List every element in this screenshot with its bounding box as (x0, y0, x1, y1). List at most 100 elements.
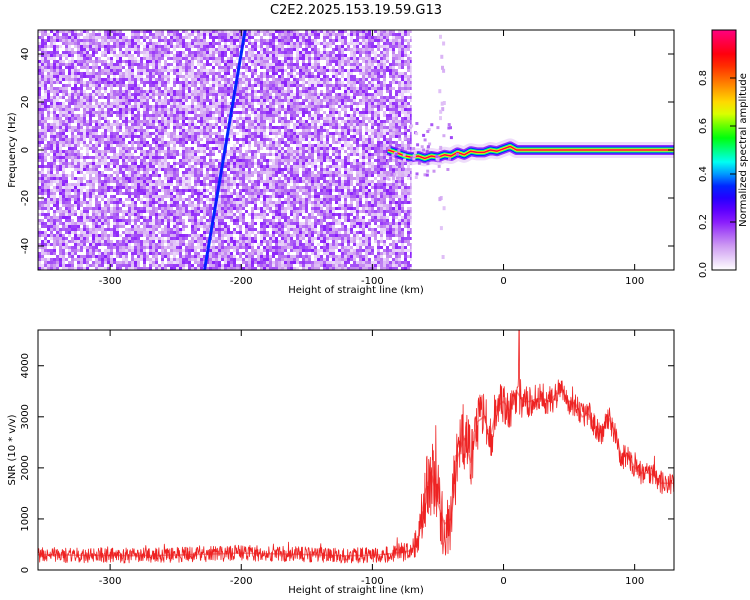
heatmap-cell-2332 (140, 201, 143, 204)
heatmap-cell-674 (65, 252, 68, 255)
heatmap-cell-1683 (113, 45, 116, 48)
heatmap-cell-2357 (143, 57, 146, 60)
heatmap-cell-4323 (227, 237, 230, 240)
heatmap-cell-2512 (149, 108, 152, 111)
heatmap-cell-539 (59, 255, 62, 258)
heatmap-cell-1252 (92, 165, 95, 168)
heatmap-cell-2591 (152, 138, 155, 141)
heatmap-cell-3241 (179, 267, 182, 270)
heatmap-cell-453 (56, 189, 59, 192)
heatmap-cell-3922 (212, 45, 215, 48)
heatmap-cell-3759 (203, 180, 206, 183)
heatmap-cell-3306 (182, 249, 185, 252)
heatmap-cell-1280 (92, 264, 95, 267)
heatmap-cell-3828 (206, 189, 209, 192)
heatmap-cell-2246 (137, 126, 140, 129)
heatmap-cell-588 (62, 189, 65, 192)
heatmap-cell-1536 (104, 228, 107, 231)
heatmap-cell-661 (65, 207, 68, 210)
heatmap-cell-1837 (119, 114, 122, 117)
heatmap-cell-3412 (188, 168, 191, 171)
heatmap-cell-3153 (176, 201, 179, 204)
heatmap-cell-1894 (122, 99, 125, 102)
heatmap-cell-2734 (158, 129, 161, 132)
heatmap-cell-1166 (89, 96, 92, 99)
heatmap-cell-2618 (152, 228, 155, 231)
heatmap-cell-924 (77, 186, 80, 189)
heatmap-cell-2519 (149, 135, 152, 138)
heatmap-cell-300 (50, 150, 53, 153)
heatmap-cell-255 (47, 222, 50, 225)
heatmap-cell-456 (56, 204, 59, 207)
heatmap-cell-2568 (152, 60, 155, 63)
heatmap-cell-3624 (197, 201, 200, 204)
heatmap-cell-959 (80, 66, 83, 69)
heatmap-cell-235 (47, 162, 50, 165)
heatmap-cell-4407 (233, 45, 236, 48)
heatmap-cell-4650 (242, 243, 245, 246)
heatmap-cell-3547 (194, 177, 197, 180)
heatmap-cell-883 (77, 48, 80, 51)
heatmap-cell-1127 (86, 195, 89, 198)
heatmap-cell-2498 (149, 57, 152, 60)
heatmap-cell-3770 (203, 216, 206, 219)
heatmap-cell-129 (41, 246, 44, 249)
heatmap-cell-1473 (101, 255, 104, 258)
heatmap-cell-1176 (89, 126, 92, 129)
heatmap-cell-60 (38, 261, 41, 264)
heatmap-cell-1636 (110, 105, 113, 108)
heatmap-cell-1745 (116, 54, 119, 57)
heatmap-cell-2936 (167, 141, 170, 144)
heatmap-cell-4770 (248, 198, 251, 201)
heatmap-cell-1356 (98, 57, 101, 60)
heatmap-cell-1346 (95, 258, 98, 261)
heatmap-cell-3404 (188, 138, 191, 141)
heatmap-cell-4258 (224, 231, 227, 234)
heatmap-cell-1912 (122, 159, 125, 162)
heatmap-cell-2397 (143, 192, 146, 195)
heatmap-cell-1699 (113, 102, 116, 105)
heatmap-cell-4463 (233, 261, 236, 264)
heatmap-cell-1521 (104, 177, 107, 180)
heatmap-cell-4327 (227, 249, 230, 252)
heatmap-cell-1015 (80, 267, 83, 270)
heatmap-cell-2301 (140, 93, 143, 96)
heatmap-cell-4575 (239, 207, 242, 210)
heatmap-cell-3249 (182, 57, 185, 60)
heatmap-cell-4284 (227, 87, 230, 90)
heatmap-cell-1964 (125, 111, 128, 114)
heatmap-cell-2074 (131, 30, 134, 33)
heatmap-cell-1403 (98, 219, 101, 222)
heatmap-cell-3935 (212, 87, 215, 90)
heatmap-cell-826 (74, 78, 77, 81)
heatmap-cell-3847 (206, 261, 209, 264)
heatmap-cell-354 (53, 99, 56, 102)
heatmap-cell-2482 (146, 240, 149, 243)
heatmap-cell-668 (65, 228, 68, 231)
heatmap-cell-2372 (143, 111, 146, 114)
heatmap-cell-3374 (188, 33, 191, 36)
heatmap-cell-4174 (221, 192, 224, 195)
heatmap-cell-4731 (248, 60, 251, 63)
heatmap-cell-3953 (212, 159, 215, 162)
heatmap-cell-192 (44, 234, 47, 237)
heatmap-cell-4761 (248, 168, 251, 171)
heatmap-cell-1528 (104, 201, 107, 204)
heatmap-cell-744 (68, 267, 71, 270)
heatmap-cell-3326 (185, 78, 188, 81)
heatmap-cell-4480 (236, 84, 239, 87)
heatmap-cell-4831 (251, 192, 254, 195)
heatmap-cell-532 (59, 234, 62, 237)
heatmap-cell-1661 (110, 201, 113, 204)
heatmap-cell-1490 (104, 69, 107, 72)
heatmap-cell-1437 (101, 114, 104, 117)
heatmap-cell-3898 (209, 207, 212, 210)
heatmap-cell-3965 (212, 201, 215, 204)
heatmap-cell-737 (68, 240, 71, 243)
heatmap-cell-1694 (113, 84, 116, 87)
heatmap-cell-713 (68, 150, 71, 153)
heatmap-cell-4626 (242, 156, 245, 159)
heatmap-cell-4574 (239, 204, 242, 207)
spectrogram-cells (38, 30, 446, 270)
heatmap-cell-1150 (89, 36, 92, 39)
